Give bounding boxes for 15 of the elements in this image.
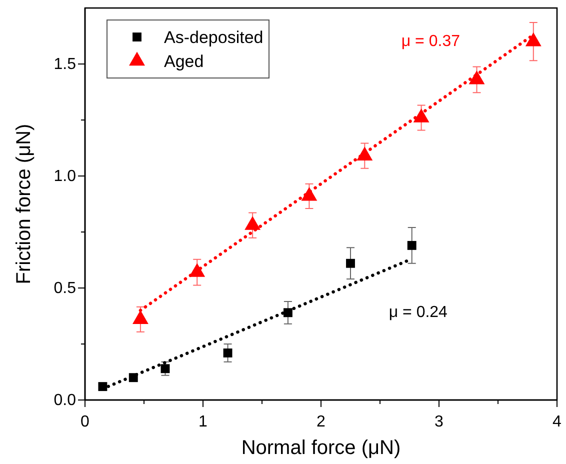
- x-tick-label: 2: [316, 414, 326, 431]
- legend-label: Aged: [164, 52, 204, 71]
- annotation: μ = 0.37: [401, 32, 460, 50]
- annotation: μ = 0.24: [388, 304, 448, 321]
- x-tick-label: 3: [434, 414, 444, 431]
- y-tick-label: 0.0: [54, 392, 76, 410]
- y-tick-label: 1.0: [54, 168, 76, 186]
- y-tick-label: 1.5: [54, 56, 76, 74]
- x-tick-label: 1: [198, 414, 208, 431]
- x-tick-label: 4: [552, 414, 562, 431]
- legend-label: As-deposited: [164, 28, 264, 47]
- x-tick-label: 0: [80, 414, 90, 431]
- y-axis-title: Friction force (μN): [13, 124, 35, 284]
- y-tick-label: 0.5: [54, 280, 76, 298]
- x-axis-title: Normal force (μN): [241, 437, 401, 459]
